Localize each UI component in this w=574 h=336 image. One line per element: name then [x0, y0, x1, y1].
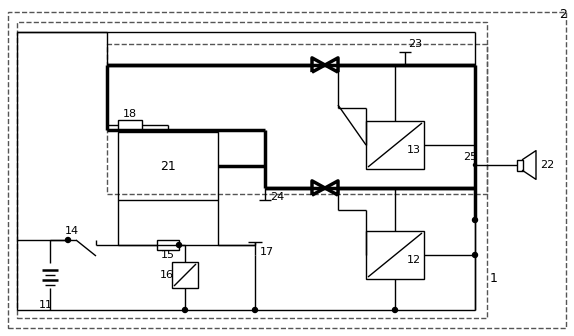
- Circle shape: [393, 307, 398, 312]
- Text: 12: 12: [407, 255, 421, 265]
- Circle shape: [472, 252, 478, 257]
- Bar: [107, 44, 487, 194]
- Circle shape: [176, 243, 181, 248]
- Text: 23: 23: [408, 39, 422, 49]
- Text: 25: 25: [463, 152, 477, 162]
- Circle shape: [253, 307, 258, 312]
- Text: 11: 11: [39, 300, 53, 310]
- Text: 21: 21: [160, 160, 176, 172]
- Circle shape: [183, 307, 188, 312]
- Bar: [172, 262, 198, 288]
- Circle shape: [65, 238, 71, 243]
- Text: 2: 2: [559, 7, 567, 20]
- Circle shape: [472, 217, 478, 222]
- Text: 15: 15: [161, 250, 175, 260]
- Bar: [118, 132, 218, 200]
- Bar: [517, 160, 522, 170]
- Bar: [366, 121, 424, 169]
- Text: 22: 22: [540, 160, 554, 170]
- Bar: [366, 231, 424, 279]
- Bar: [118, 120, 142, 130]
- Text: 13: 13: [407, 145, 421, 155]
- Circle shape: [474, 164, 476, 167]
- Text: 16: 16: [160, 270, 174, 280]
- Text: 24: 24: [270, 192, 284, 202]
- Bar: [157, 240, 179, 250]
- Text: 1: 1: [490, 271, 498, 285]
- Bar: [17, 22, 487, 318]
- Text: 17: 17: [260, 247, 274, 257]
- Text: 14: 14: [65, 226, 79, 236]
- Text: 18: 18: [123, 109, 137, 119]
